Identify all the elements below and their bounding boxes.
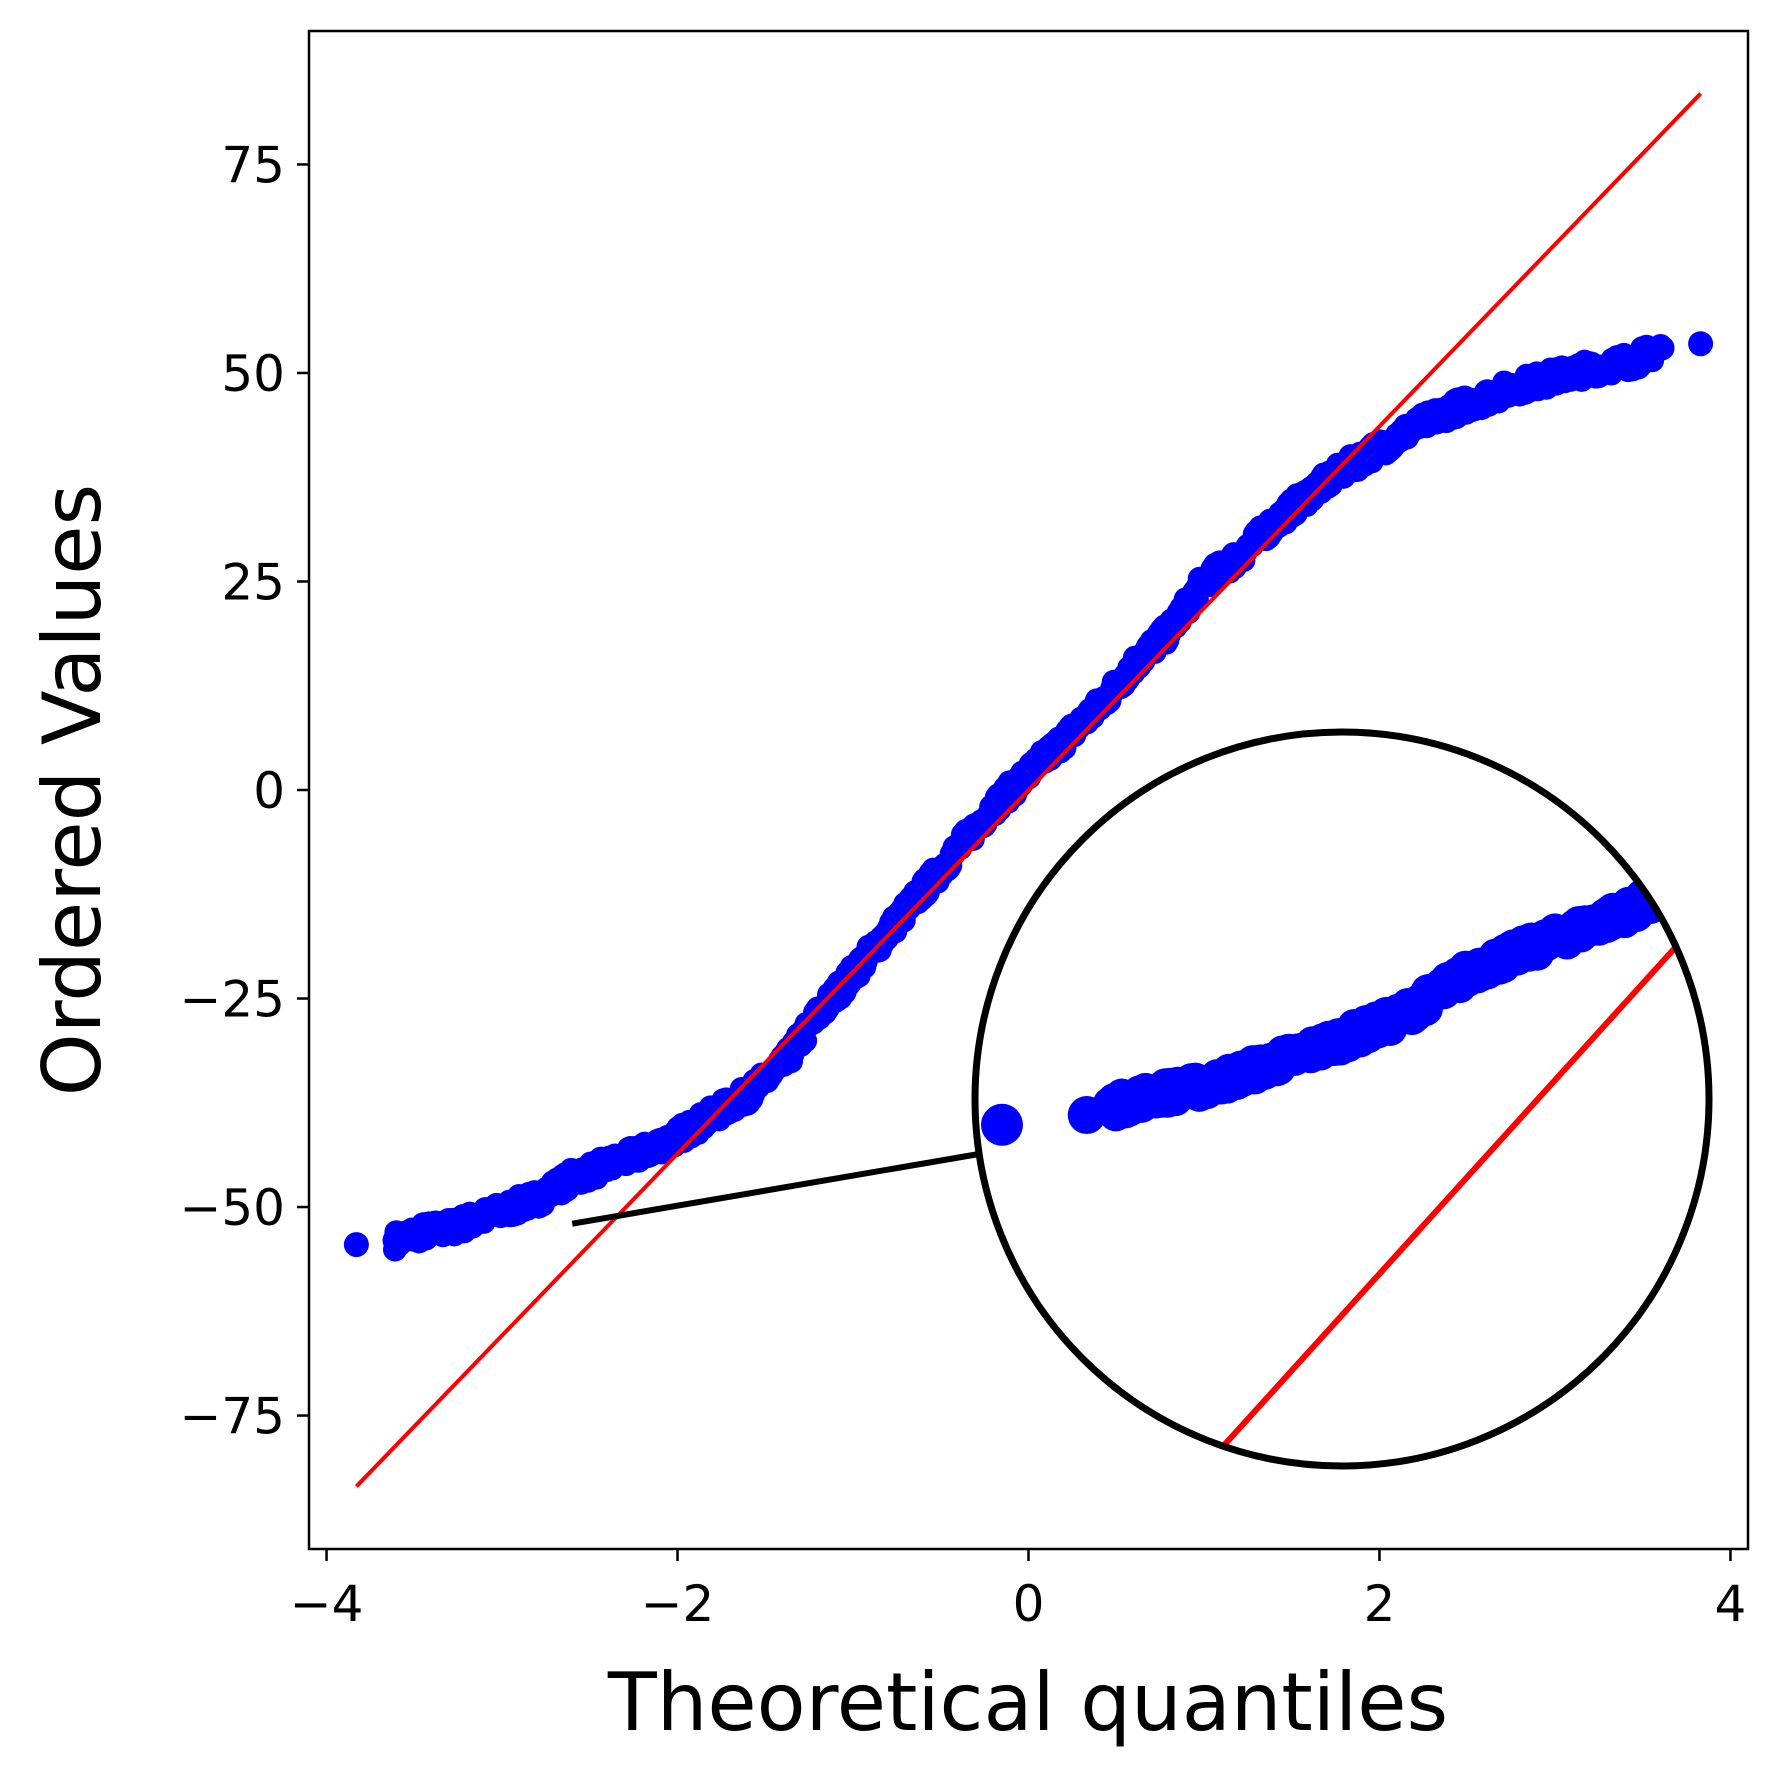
inset-point: [1687, 857, 1709, 892]
inset-point: [1685, 860, 1709, 895]
inset-point: [1653, 867, 1688, 902]
inset-point: [1713, 835, 1747, 869]
inset-point: [1727, 838, 1761, 872]
inset-point: [1675, 853, 1709, 888]
inset-point: [1747, 827, 1772, 861]
inset-point: [1735, 833, 1769, 867]
inset-point: [980, 1103, 1023, 1146]
inset-point: [1753, 818, 1772, 852]
inset-point: [1667, 863, 1702, 898]
inset-point: [1659, 874, 1694, 909]
inset-point: [1703, 848, 1709, 883]
x-axis: −4 −2 0 2 4: [290, 1549, 1747, 1633]
inset-point: [1741, 828, 1772, 862]
sample-point: [1688, 331, 1714, 357]
x-axis-title: Theoretical quantiles: [607, 1656, 1448, 1749]
inset-point: [1717, 845, 1751, 879]
y-tick-label: −50: [179, 1179, 285, 1237]
inset-point: [1701, 845, 1709, 880]
inset-point: [1711, 846, 1745, 880]
plot-area: [343, 92, 1714, 1488]
inset-point: [1661, 869, 1696, 904]
sample-point: [1649, 335, 1675, 361]
inset-point: [1733, 836, 1767, 870]
inset-point: [1737, 818, 1771, 852]
fit-line-layer: [354, 92, 1703, 1488]
inset-point: [1755, 816, 1772, 850]
inset-point: [1759, 811, 1772, 845]
inset-point: [1679, 853, 1709, 888]
inset-point: [1671, 858, 1706, 893]
inset-point: [1769, 805, 1772, 839]
y-axis: −75 −50 −25 0 25 50 75: [179, 136, 309, 1446]
inset-point: [1763, 814, 1772, 848]
inset-fit-line: [975, 732, 1709, 1466]
inset-point: [1765, 800, 1772, 834]
inset-point: [1677, 868, 1709, 903]
inset-point: [1739, 823, 1772, 857]
inset-point: [1729, 829, 1763, 863]
inset-background: [975, 732, 1709, 1466]
y-tick-label: 25: [221, 553, 285, 611]
inset-point: [1651, 866, 1686, 901]
fit-line: [354, 92, 1703, 1488]
inset-point: [1067, 1096, 1106, 1135]
inset-point: [1757, 811, 1772, 845]
inset-point: [1665, 862, 1700, 897]
inset-connector-line: [571, 1151, 980, 1227]
inset-point: [1761, 804, 1772, 838]
inset-point: [1681, 856, 1709, 891]
x-tick-label: 0: [1013, 1575, 1045, 1633]
inset-point: [1695, 849, 1709, 884]
y-tick-label: 0: [253, 762, 285, 820]
inset-point: [1725, 841, 1759, 875]
inset-point: [1723, 831, 1757, 865]
y-tick-label: 50: [221, 345, 285, 403]
inset-point: [1749, 816, 1772, 850]
zoom-inset: [571, 728, 1772, 1470]
inset-point: [1697, 844, 1709, 879]
y-tick-label: −75: [179, 1388, 285, 1446]
inset-point: [1663, 872, 1698, 907]
y-axis-title: Ordered Values: [26, 484, 119, 1096]
x-tick-label: −2: [641, 1575, 715, 1633]
inset-point: [1655, 865, 1690, 900]
sample-point: [382, 1227, 408, 1253]
inset-point: [1708, 835, 1709, 870]
x-tick-label: 4: [1715, 1575, 1747, 1633]
inset-point: [1669, 866, 1704, 901]
inset-point: [1715, 833, 1749, 867]
x-tick-label: −4: [290, 1575, 364, 1633]
y-tick-label: −25: [179, 971, 285, 1029]
inset-point: [1767, 807, 1772, 841]
x-tick-label: 2: [1364, 1575, 1396, 1633]
inset-point: [1699, 854, 1709, 889]
inset-border: [971, 728, 1713, 1470]
y-tick-label: 75: [221, 136, 285, 194]
inset-point: [1693, 850, 1709, 885]
inset-point: [1707, 840, 1709, 875]
inset-point: [1657, 872, 1692, 907]
inset-point: [1705, 837, 1709, 872]
inset-point: [1683, 855, 1709, 890]
inset-point: [1721, 829, 1755, 863]
inset-point: [1691, 845, 1709, 880]
inset-point: [1673, 861, 1708, 896]
sample-point: [343, 1232, 369, 1258]
inset-point: [1751, 820, 1772, 854]
inset-point: [1689, 849, 1709, 884]
